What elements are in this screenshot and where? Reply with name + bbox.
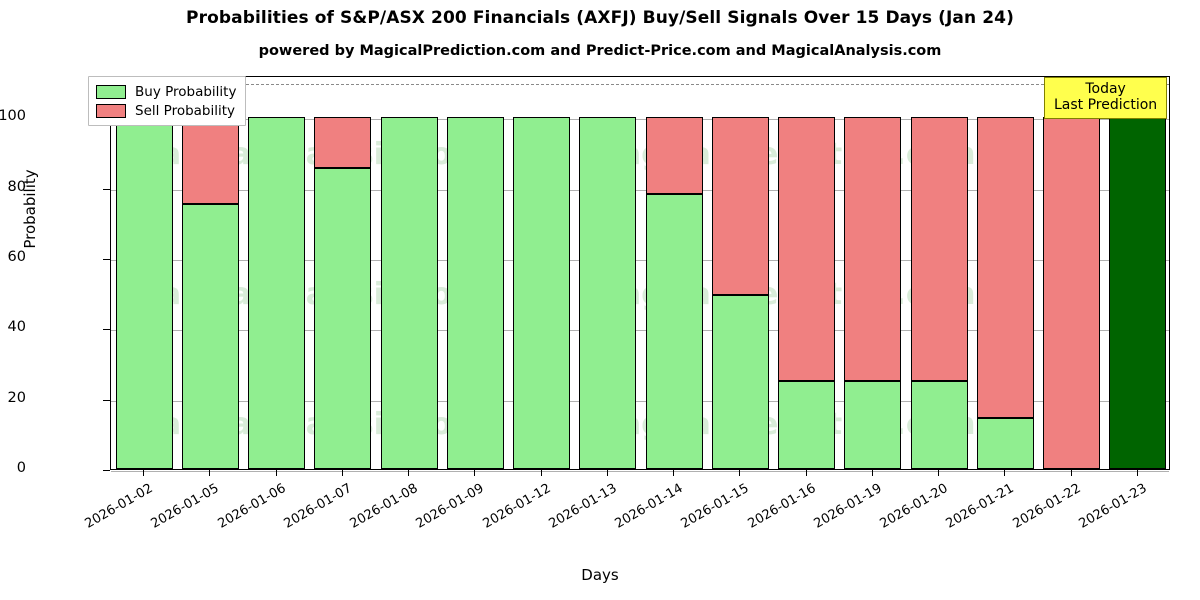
bar-group[interactable] — [910, 75, 968, 469]
x-tick-mark — [606, 470, 608, 476]
bar-segment-sell[interactable] — [778, 117, 836, 382]
bar-segment-sell[interactable] — [711, 117, 769, 295]
y-tick-mark — [103, 329, 110, 331]
bar-group[interactable] — [446, 75, 504, 469]
gridline-100 — [111, 119, 1169, 121]
today-annotation: Today Last Prediction — [1044, 77, 1168, 120]
bar-segment-buy[interactable] — [446, 117, 504, 469]
bar-group[interactable] — [976, 75, 1034, 469]
bar-group[interactable] — [645, 75, 703, 469]
bar-group[interactable] — [579, 75, 637, 469]
x-tick-mark — [739, 470, 741, 476]
x-tick-mark — [209, 470, 211, 476]
bar-group[interactable] — [181, 75, 239, 469]
x-tick-mark — [540, 470, 542, 476]
bar-segment-sell[interactable] — [910, 117, 968, 382]
y-tick-label: 60 — [7, 248, 26, 265]
legend: Buy Probability Sell Probability — [88, 76, 247, 126]
gridline-60 — [111, 259, 1169, 261]
y-tick-label: 80 — [7, 178, 26, 195]
bar-segment-buy[interactable] — [645, 193, 703, 469]
bar-segment-buy[interactable] — [181, 204, 239, 469]
y-tick-label: 100 — [0, 108, 26, 125]
bar-group[interactable] — [314, 75, 372, 469]
bar-segment-today[interactable] — [1109, 117, 1167, 469]
legend-swatch-sell-icon — [96, 103, 126, 118]
y-tick-mark — [103, 399, 110, 401]
x-tick-mark — [673, 470, 675, 476]
x-tick-mark — [1136, 470, 1138, 476]
bar-group[interactable] — [1109, 75, 1167, 469]
y-tick-label: 0 — [16, 460, 26, 476]
bar-segment-sell[interactable] — [314, 117, 372, 169]
gridline-20 — [111, 400, 1169, 402]
x-tick-mark — [474, 470, 476, 476]
legend-swatch-buy-icon — [96, 84, 126, 99]
bar-segment-sell[interactable] — [844, 117, 902, 382]
legend-item-sell: Sell Probability — [96, 101, 236, 120]
y-tick-mark — [103, 188, 110, 190]
bar-segment-sell[interactable] — [181, 117, 239, 205]
x-tick-mark — [408, 470, 410, 476]
x-tick-mark — [1070, 470, 1072, 476]
bar-segment-buy[interactable] — [976, 418, 1034, 469]
bar-segment-buy[interactable] — [579, 117, 637, 469]
bar-segment-buy[interactable] — [314, 168, 372, 469]
threshold-dashed-line — [111, 84, 1169, 86]
bar-segment-sell[interactable] — [1043, 117, 1101, 469]
legend-label-buy: Buy Probability — [135, 83, 237, 100]
legend-label-sell: Sell Probability — [135, 102, 236, 119]
y-tick-mark — [103, 258, 110, 260]
gridline-80 — [111, 189, 1169, 191]
y-tick-label: 20 — [7, 389, 26, 406]
y-axis-label: Probability — [21, 169, 39, 249]
x-tick-mark — [938, 470, 940, 476]
bar-group[interactable] — [513, 75, 571, 469]
bar-group[interactable] — [1043, 75, 1101, 469]
bar-segment-sell[interactable] — [976, 117, 1034, 418]
today-annotation-line2: Last Prediction — [1054, 97, 1158, 114]
bar-segment-buy[interactable] — [513, 117, 571, 469]
bar-segment-buy[interactable] — [844, 381, 902, 469]
y-tick-label: 40 — [7, 319, 26, 336]
chart-subtitle: powered by MagicalPrediction.com and Pre… — [258, 43, 942, 59]
x-tick-mark — [143, 470, 145, 476]
bar-group[interactable] — [844, 75, 902, 469]
plot-area: MagicalAnalysis.comMagicalPrediction.com… — [110, 76, 1170, 472]
x-tick-mark — [805, 470, 807, 476]
bar-segment-buy[interactable] — [778, 381, 836, 469]
bar-segment-sell[interactable] — [645, 117, 703, 194]
x-tick-mark — [1004, 470, 1006, 476]
legend-item-buy: Buy Probability — [96, 82, 236, 101]
x-axis-label: Days — [581, 566, 619, 584]
x-tick-mark — [341, 470, 343, 476]
y-tick-mark — [103, 470, 110, 471]
bar-segment-buy[interactable] — [248, 117, 306, 469]
gridline-0 — [111, 471, 1169, 472]
bar-group[interactable] — [248, 75, 306, 469]
gridline-40 — [111, 330, 1169, 332]
bar-segment-buy[interactable] — [380, 117, 438, 469]
bars-layer — [111, 77, 1169, 469]
today-annotation-line1: Today — [1085, 81, 1126, 97]
x-tick-mark — [275, 470, 277, 476]
bar-segment-buy[interactable] — [711, 294, 769, 469]
bar-group[interactable] — [380, 75, 438, 469]
bar-segment-buy[interactable] — [115, 117, 173, 469]
bar-group[interactable] — [115, 75, 173, 469]
bar-group[interactable] — [711, 75, 769, 469]
chart-title: Probabilities of S&P/ASX 200 Financials … — [186, 8, 1014, 28]
bar-group[interactable] — [778, 75, 836, 469]
bar-segment-buy[interactable] — [910, 381, 968, 469]
x-tick-mark — [871, 470, 873, 476]
